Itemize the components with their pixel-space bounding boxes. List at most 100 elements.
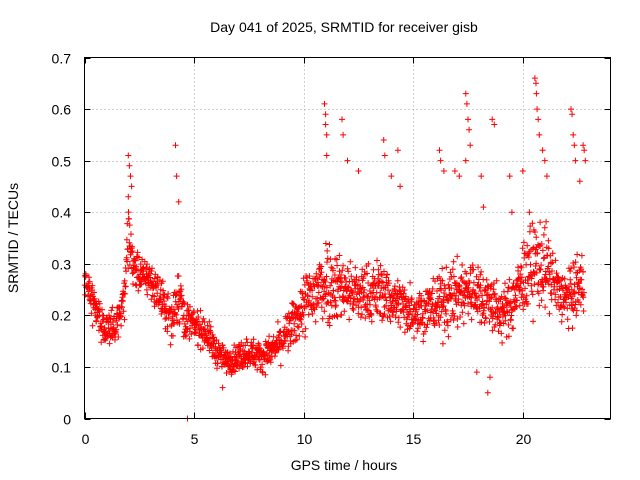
data-point bbox=[178, 292, 185, 299]
data-point bbox=[564, 316, 571, 323]
data-point bbox=[392, 314, 399, 321]
data-point bbox=[379, 272, 385, 279]
data-point bbox=[580, 294, 587, 301]
data-point bbox=[460, 320, 467, 327]
data-point bbox=[162, 316, 169, 322]
data-point bbox=[519, 168, 526, 174]
data-point bbox=[195, 342, 202, 349]
data-point bbox=[526, 228, 533, 235]
data-point bbox=[353, 274, 360, 281]
y-tick-label: 0 bbox=[63, 412, 71, 428]
data-point bbox=[148, 296, 155, 303]
data-point bbox=[520, 239, 527, 246]
data-point bbox=[282, 338, 289, 345]
data-point bbox=[143, 264, 150, 271]
y-tick-label: 0.5 bbox=[52, 154, 72, 170]
data-point bbox=[480, 204, 487, 211]
data-point bbox=[175, 198, 182, 205]
data-point bbox=[473, 293, 480, 299]
data-point bbox=[377, 289, 384, 296]
data-point bbox=[106, 340, 113, 347]
data-point bbox=[536, 131, 543, 138]
data-point bbox=[340, 131, 347, 138]
data-point bbox=[566, 283, 573, 290]
data-point bbox=[498, 319, 504, 326]
data-point bbox=[580, 308, 587, 314]
data-point bbox=[373, 306, 380, 313]
data-point bbox=[437, 314, 444, 321]
data-point bbox=[331, 294, 338, 301]
data-point bbox=[512, 292, 519, 299]
data-point bbox=[401, 329, 408, 336]
data-point bbox=[206, 318, 213, 325]
data-point bbox=[439, 304, 446, 310]
data-point bbox=[195, 314, 202, 320]
data-point bbox=[333, 302, 340, 309]
data-point bbox=[295, 324, 302, 331]
data-point bbox=[524, 242, 531, 249]
data-point bbox=[455, 296, 462, 303]
data-point bbox=[420, 338, 427, 345]
data-point bbox=[350, 306, 357, 313]
data-point bbox=[305, 311, 312, 318]
data-point bbox=[483, 315, 489, 322]
data-point bbox=[528, 288, 535, 295]
data-point bbox=[186, 335, 193, 342]
data-point bbox=[422, 328, 428, 335]
data-point bbox=[555, 299, 561, 306]
data-point bbox=[527, 261, 534, 268]
data-point bbox=[529, 291, 536, 298]
data-point bbox=[445, 281, 452, 288]
data-point bbox=[318, 304, 325, 311]
x-tick-label: 15 bbox=[406, 431, 422, 447]
data-point bbox=[299, 290, 306, 297]
data-point bbox=[491, 121, 498, 128]
data-point bbox=[487, 285, 494, 292]
data-point bbox=[326, 322, 333, 329]
data-point bbox=[135, 287, 142, 294]
data-point bbox=[128, 231, 134, 238]
data-point bbox=[475, 264, 482, 271]
data-point bbox=[267, 359, 274, 366]
data-point bbox=[357, 314, 364, 321]
data-point bbox=[159, 278, 166, 285]
data-point bbox=[344, 265, 351, 272]
data-point bbox=[98, 339, 105, 346]
data-point bbox=[149, 265, 155, 272]
data-point bbox=[323, 131, 330, 138]
data-point bbox=[572, 259, 579, 266]
data-point bbox=[277, 362, 284, 369]
data-point bbox=[424, 307, 431, 314]
data-point bbox=[573, 307, 580, 314]
data-point bbox=[538, 241, 545, 247]
data-point bbox=[187, 303, 193, 310]
data-point bbox=[323, 152, 330, 159]
data-point bbox=[580, 142, 587, 149]
data-point bbox=[506, 173, 513, 180]
data-point bbox=[365, 293, 372, 300]
data-point bbox=[511, 286, 518, 293]
data-point bbox=[445, 333, 452, 340]
data-point bbox=[582, 157, 589, 164]
data-point bbox=[384, 271, 391, 278]
data-point bbox=[567, 276, 574, 283]
data-point bbox=[525, 254, 532, 261]
data-point bbox=[473, 369, 480, 376]
data-point bbox=[456, 173, 463, 180]
data-point bbox=[510, 325, 517, 332]
data-point bbox=[125, 209, 132, 216]
data-point bbox=[121, 277, 128, 284]
data-point bbox=[580, 268, 586, 275]
data-point bbox=[578, 252, 585, 259]
data-point bbox=[478, 268, 485, 275]
data-point bbox=[207, 323, 214, 330]
data-point bbox=[462, 90, 469, 97]
data-point bbox=[378, 278, 385, 285]
data-point bbox=[438, 287, 445, 293]
grid-lines bbox=[84, 57, 611, 419]
data-point bbox=[266, 333, 273, 340]
y-tick-label: 0.2 bbox=[52, 308, 72, 324]
data-point bbox=[321, 308, 328, 315]
data-point bbox=[336, 268, 343, 275]
data-point bbox=[561, 304, 568, 311]
